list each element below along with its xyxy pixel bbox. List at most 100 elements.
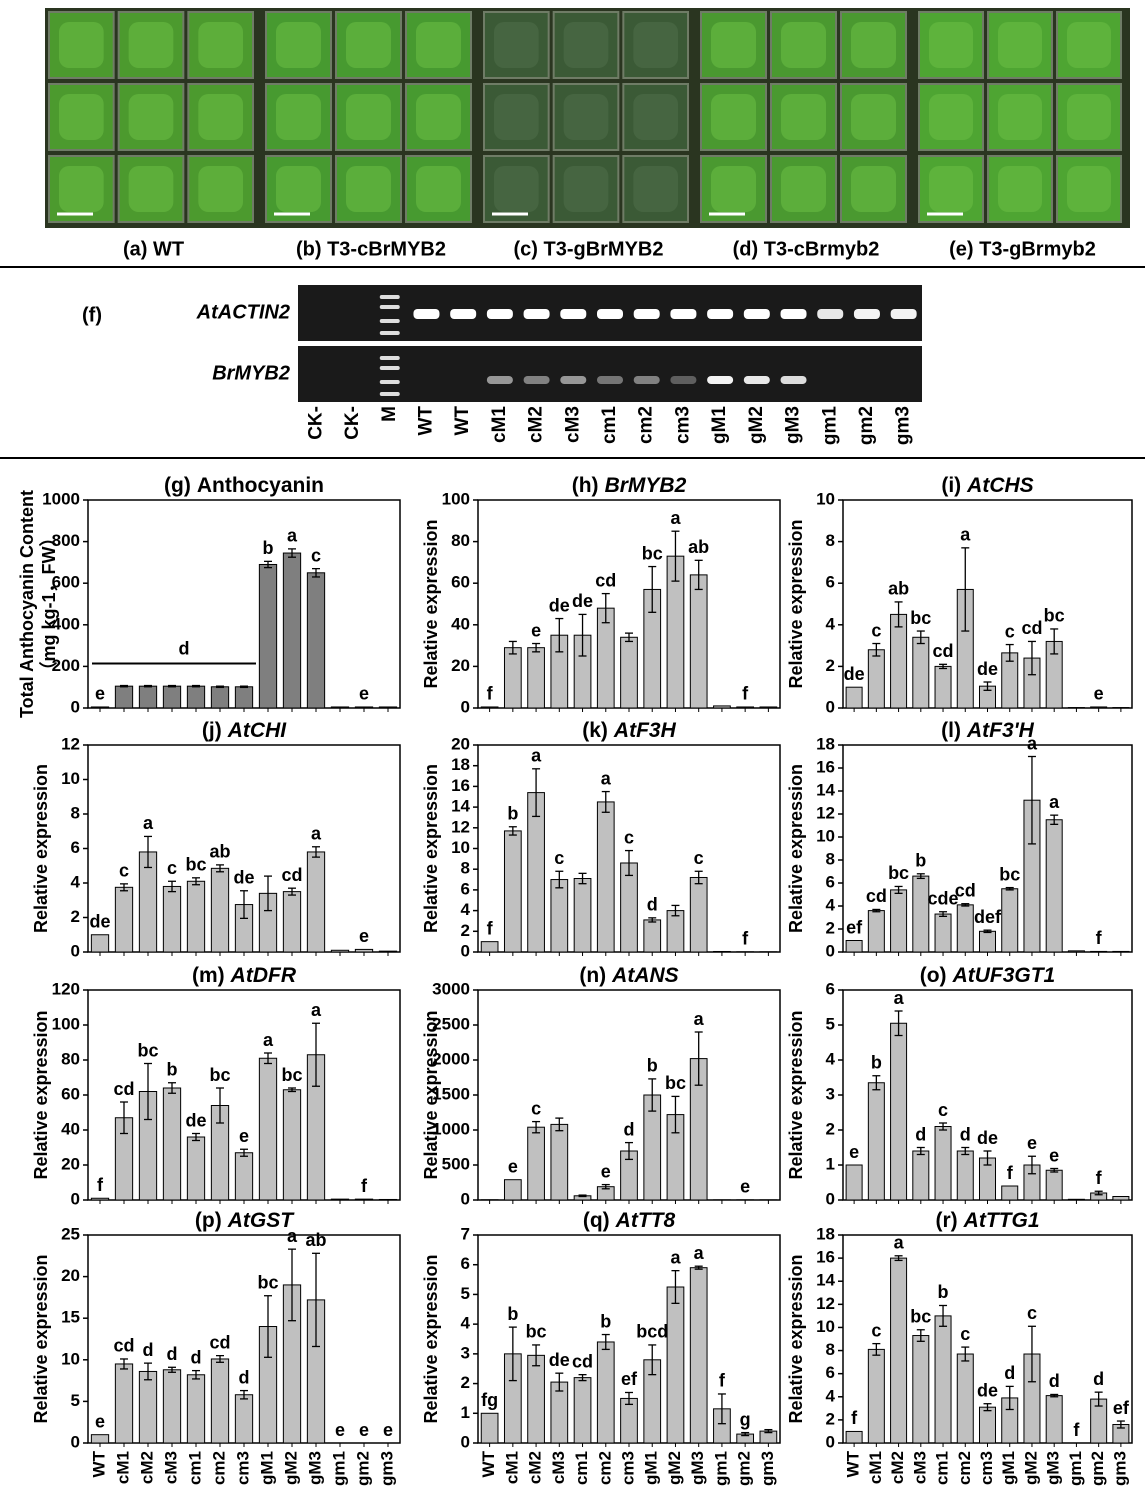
significance-letter: g: [740, 1409, 751, 1429]
x-tick-label: gM2: [1021, 1451, 1040, 1485]
bar: [1046, 820, 1062, 952]
significance-letter: cd: [955, 880, 976, 900]
band: [744, 376, 770, 384]
photo: [262, 8, 480, 228]
bar: [846, 1431, 862, 1443]
bar: [307, 852, 324, 952]
lane-label: cm3: [672, 406, 693, 444]
bar: [935, 666, 951, 708]
photo-caption: (b) T3-cBrMYB2: [296, 238, 446, 260]
band: [597, 376, 623, 384]
significance-letter: de: [572, 591, 593, 611]
significance-letter: cd: [1021, 618, 1042, 638]
chart-title: (r)AtTTG1: [936, 1209, 1040, 1232]
bar: [868, 1083, 884, 1200]
significance-letter: e: [601, 1161, 611, 1181]
significance-letter: c: [960, 1324, 970, 1344]
y-axis-label: Total Anthocyanin Content: [17, 490, 37, 718]
title-text: Anthocyanin: [197, 474, 324, 497]
significance-letter: de: [549, 1350, 570, 1370]
bar: [481, 942, 498, 952]
title-text: AtANS: [611, 964, 679, 987]
y-tick-label: 0: [71, 697, 80, 716]
bar: [957, 1151, 973, 1200]
bar: [913, 1336, 929, 1443]
leaves: [346, 94, 391, 140]
band: [524, 376, 550, 384]
significance-letter: a: [1049, 792, 1060, 812]
y-tick-label: 5: [826, 1014, 835, 1033]
title-text: AtF3'H: [966, 719, 1035, 742]
significance-letter: de: [233, 868, 254, 888]
bar: [891, 890, 907, 952]
bar: [913, 1151, 929, 1200]
bar: [891, 1023, 907, 1200]
lane-label: WT: [452, 406, 473, 436]
significance-letter: f: [742, 684, 749, 704]
significance-letter: bc: [209, 1065, 230, 1085]
significance-letter: ef: [846, 917, 863, 937]
y-tick-label: 6: [461, 879, 470, 898]
leaves: [59, 22, 104, 68]
lane-label: gM1: [709, 406, 730, 444]
significance-letter: d: [624, 1119, 635, 1139]
significance-letter: cd: [866, 886, 887, 906]
bar: [935, 1127, 951, 1201]
lane-label: gM3: [783, 406, 804, 444]
y-tick-label: 12: [816, 1294, 835, 1313]
bar: [283, 1090, 300, 1200]
y-tick-label: 3: [826, 1084, 835, 1103]
significance-letter: a: [960, 525, 971, 545]
title-text: AtTTG1: [963, 1209, 1040, 1232]
significance-letter: c: [311, 545, 321, 565]
significance-letter: cd: [572, 1351, 593, 1371]
band: [707, 376, 733, 384]
photo: [915, 8, 1130, 228]
bar: [504, 1180, 521, 1200]
y-tick-label: 6: [826, 872, 835, 891]
leaves: [1067, 166, 1111, 212]
x-tick-label: cM1: [502, 1451, 521, 1484]
significance-letter: d: [647, 895, 658, 915]
chart-title: (o)AtUF3GT1: [920, 964, 1056, 987]
y-tick-label: 10: [816, 826, 835, 845]
significance-letter: f: [742, 929, 749, 949]
title-text: AtTT8: [615, 1209, 676, 1232]
leaves: [998, 22, 1042, 68]
significance-letter: ab: [305, 1230, 326, 1250]
significance-letter: e: [849, 1142, 859, 1162]
significance-letter: b: [167, 1060, 178, 1080]
bar: [846, 941, 862, 953]
figure: (a) WT(b) T3-cBrMYB2(c) T3-gBrMYB2(d) T3…: [0, 0, 1145, 1498]
bar: [868, 1349, 884, 1443]
lane-label: cM2: [526, 406, 547, 443]
band: [524, 309, 550, 319]
x-tick-label: gm3: [377, 1451, 396, 1486]
bar: [115, 1364, 132, 1443]
significance-letter: de: [89, 912, 110, 932]
bar: [690, 877, 707, 952]
ladder-band: [380, 392, 400, 396]
y-tick-label: 10: [451, 838, 470, 857]
panel-label: (j): [202, 719, 222, 742]
y-tick-label: 4: [826, 1386, 836, 1405]
significance-letter: e: [508, 1156, 518, 1176]
photo: [45, 8, 262, 228]
bar: [551, 1124, 568, 1200]
band: [450, 309, 476, 319]
chart-title: (k)AtF3H: [582, 719, 676, 742]
panel-label: (o): [920, 964, 947, 987]
lane-label: cM1: [489, 406, 510, 443]
bar: [91, 707, 108, 708]
significance-letter: ab: [888, 579, 909, 599]
y-tick-label: 12: [61, 734, 80, 753]
bar: [868, 650, 884, 708]
error-bar: [192, 686, 200, 687]
panel-label: (h): [572, 474, 599, 497]
x-tick-label: cm3: [618, 1451, 637, 1485]
bar: [91, 1435, 108, 1443]
y-tick-label: 18: [451, 755, 470, 774]
title-text: BrMYB2: [605, 474, 687, 497]
y-tick-label: 8: [826, 531, 835, 550]
y-tick-label: 12: [816, 803, 835, 822]
